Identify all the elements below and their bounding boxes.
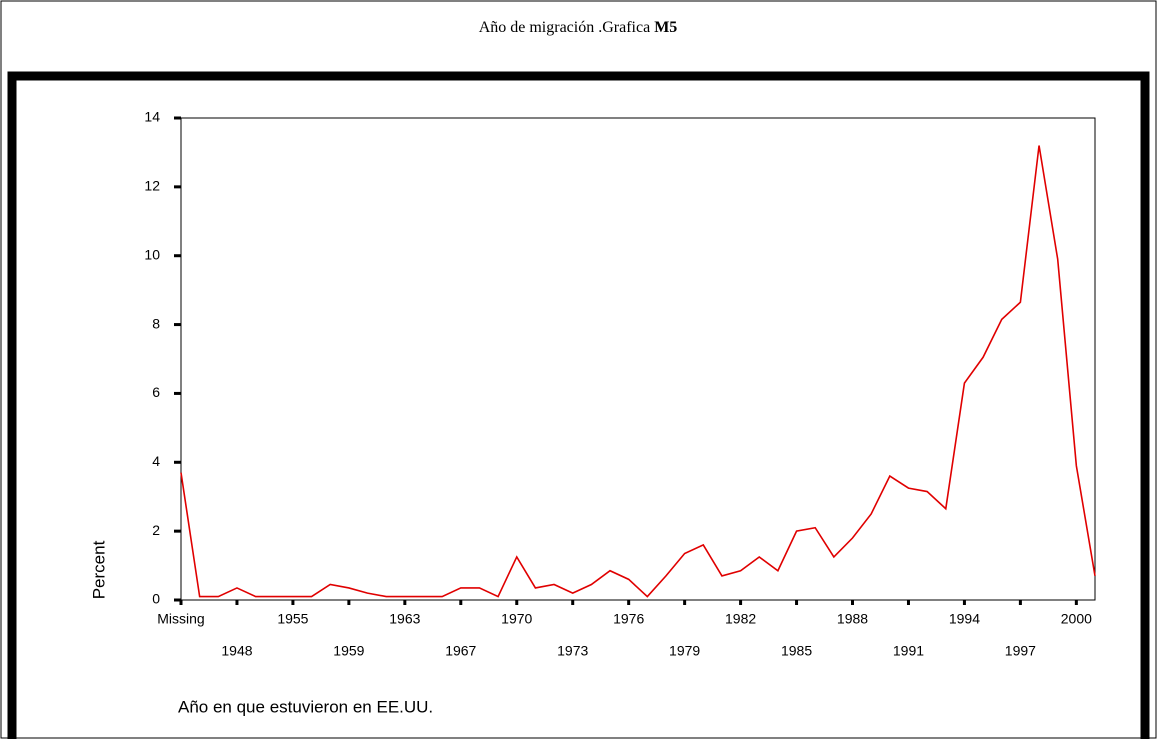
chart-frame — [7, 71, 1150, 739]
y-axis-label: Percent — [89, 540, 108, 599]
x-tick-label: 1970 — [501, 611, 532, 627]
y-tick-label: 0 — [152, 591, 160, 607]
x-tick-label: 1979 — [669, 643, 700, 659]
plot-area — [180, 117, 1096, 601]
x-tick-label: 1976 — [613, 611, 644, 627]
title-text: Año de migración .Grafica — [479, 19, 650, 36]
x-tick-label: 1955 — [277, 611, 308, 627]
data-line — [180, 145, 1096, 598]
x-tick-label: 1967 — [445, 643, 476, 659]
x-tick-label: 1997 — [1005, 643, 1036, 659]
x-tick-label: 1982 — [725, 611, 756, 627]
x-tick-label: Missing — [157, 611, 204, 627]
y-tick-label: 2 — [152, 522, 160, 538]
x-tick-label: 1973 — [557, 643, 588, 659]
y-tick-label: 10 — [144, 246, 160, 262]
x-axis-label: Año en que estuvieron en EE.UU. — [178, 697, 433, 716]
title-bold: M5 — [654, 19, 677, 36]
y-tick-label: 12 — [144, 178, 160, 194]
y-tick-label: 14 — [144, 109, 160, 125]
chart-title: Año de migración .Grafica M5 — [479, 19, 678, 36]
y-tick-label: 4 — [152, 453, 160, 469]
x-tick-label: 2000 — [1061, 611, 1092, 627]
y-tick-label: 6 — [152, 384, 160, 400]
x-tick-label: 1959 — [333, 643, 364, 659]
x-tick-label: 1948 — [221, 643, 252, 659]
x-tick-label: 1988 — [837, 611, 868, 627]
x-tick-label: 1994 — [949, 611, 980, 627]
y-tick-label: 8 — [152, 315, 160, 331]
x-tick-label: 1991 — [893, 643, 924, 659]
x-tick-label: 1963 — [389, 611, 420, 627]
x-tick-label: 1985 — [781, 643, 812, 659]
